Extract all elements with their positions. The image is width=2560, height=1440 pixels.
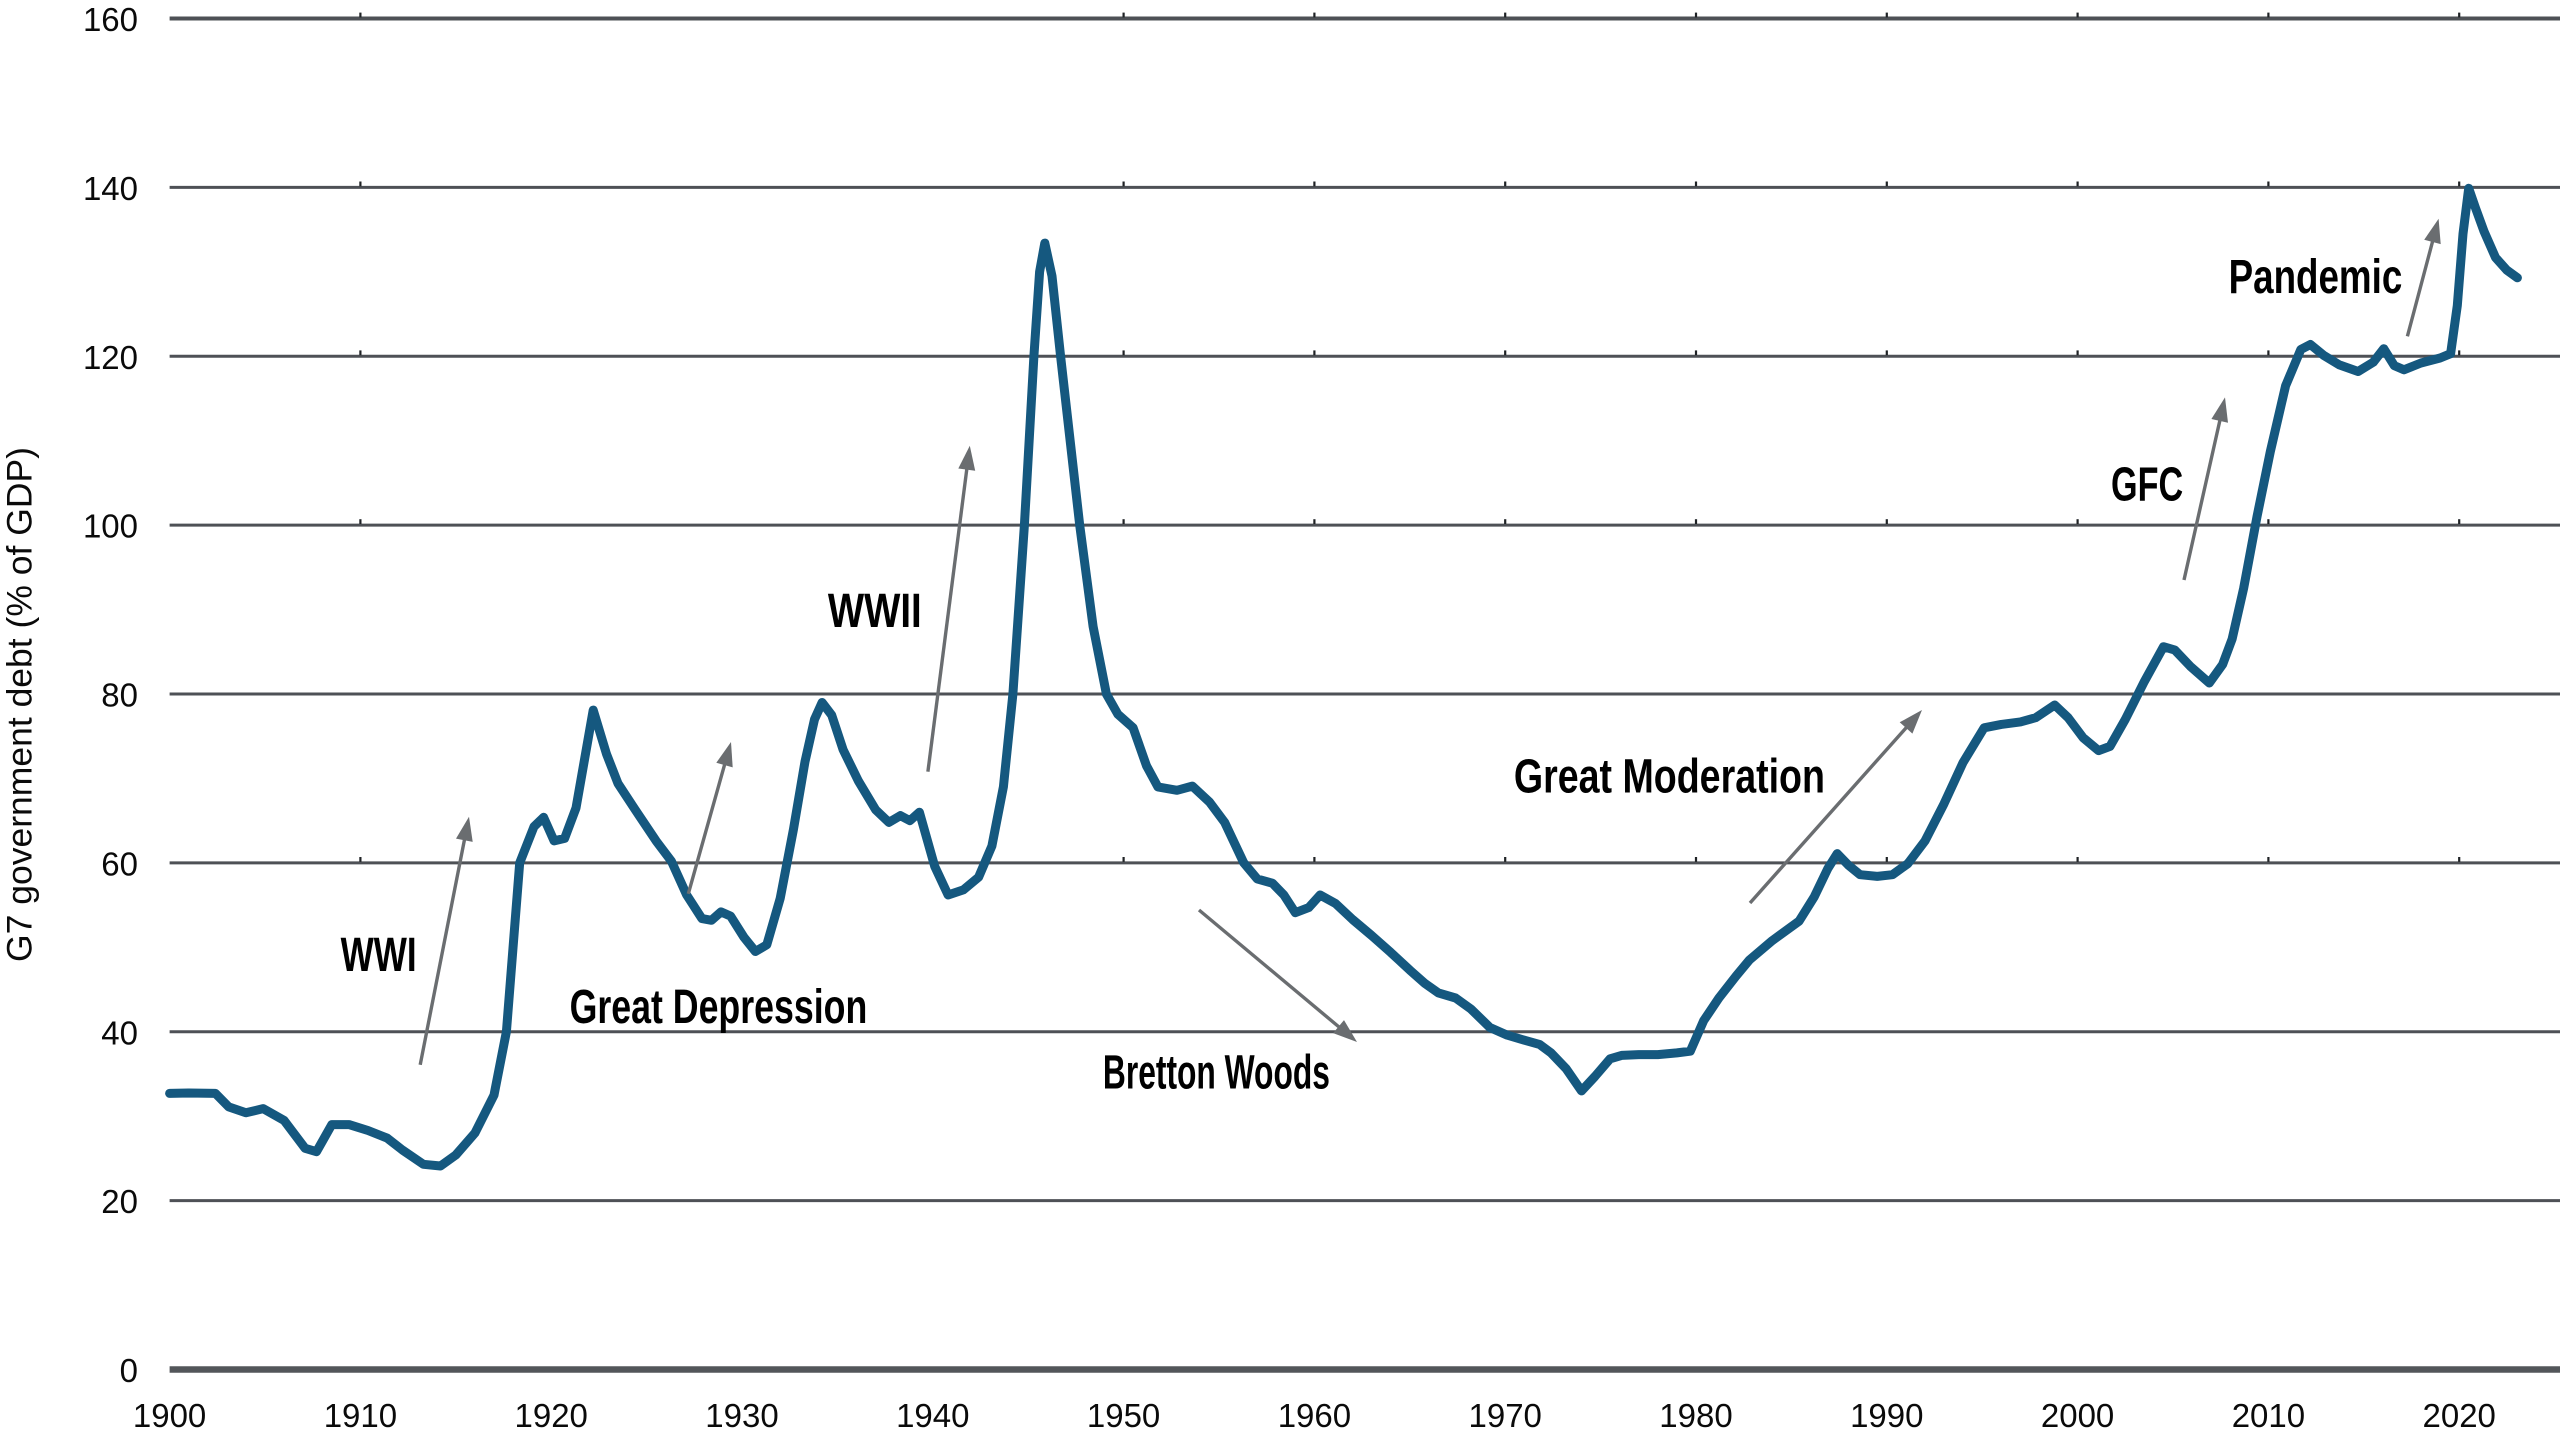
svg-text:1990: 1990 <box>1850 1397 1923 1434</box>
svg-text:160: 160 <box>83 1 138 38</box>
svg-text:0: 0 <box>120 1352 138 1389</box>
svg-text:Pandemic: Pandemic <box>2229 251 2403 305</box>
svg-text:140: 140 <box>83 170 138 207</box>
svg-text:1910: 1910 <box>324 1397 397 1434</box>
svg-text:1930: 1930 <box>705 1397 778 1434</box>
svg-text:20: 20 <box>101 1183 138 1220</box>
svg-text:Bretton Woods: Bretton Woods <box>1103 1045 1330 1099</box>
svg-text:Great Moderation: Great Moderation <box>1514 750 1825 803</box>
svg-text:1900: 1900 <box>133 1397 206 1434</box>
svg-text:60: 60 <box>101 845 138 882</box>
svg-text:1960: 1960 <box>1278 1397 1351 1434</box>
svg-text:1980: 1980 <box>1659 1397 1732 1434</box>
svg-text:80: 80 <box>101 677 138 714</box>
svg-text:WWII: WWII <box>828 585 922 638</box>
svg-text:G7 government debt (% of GDP): G7 government debt (% of GDP) <box>0 447 40 962</box>
svg-text:100: 100 <box>83 508 138 545</box>
svg-text:40: 40 <box>101 1014 138 1051</box>
svg-text:1940: 1940 <box>896 1397 969 1434</box>
svg-text:1970: 1970 <box>1468 1397 1541 1434</box>
svg-text:2010: 2010 <box>2232 1397 2305 1434</box>
svg-text:Great Depression: Great Depression <box>570 980 868 1033</box>
svg-text:1920: 1920 <box>514 1397 587 1434</box>
svg-text:2020: 2020 <box>2422 1397 2495 1434</box>
svg-text:1950: 1950 <box>1087 1397 1160 1434</box>
svg-text:2000: 2000 <box>2041 1397 2114 1434</box>
svg-text:GFC: GFC <box>2111 457 2183 511</box>
svg-text:120: 120 <box>83 339 138 376</box>
svg-text:WWI: WWI <box>341 928 417 982</box>
